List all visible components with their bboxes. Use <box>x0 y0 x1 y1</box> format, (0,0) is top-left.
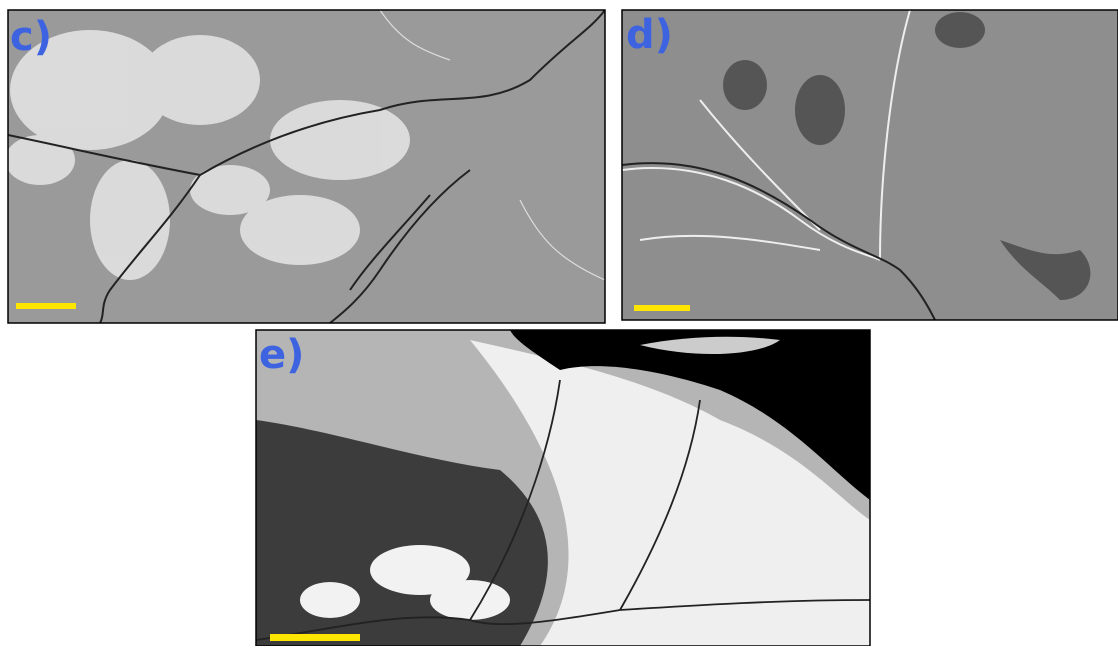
panel-label: d) <box>626 12 673 58</box>
panel-d: d) <box>622 10 1118 320</box>
figure: c) d) <box>0 0 1118 646</box>
panel-c: c) <box>5 10 605 323</box>
scale-bar <box>270 634 360 641</box>
scale-bar <box>16 303 76 309</box>
panel-label: c) <box>10 14 52 60</box>
panel-e: e) <box>256 330 870 646</box>
scale-bar <box>634 305 690 311</box>
panel-label: e) <box>259 332 304 378</box>
